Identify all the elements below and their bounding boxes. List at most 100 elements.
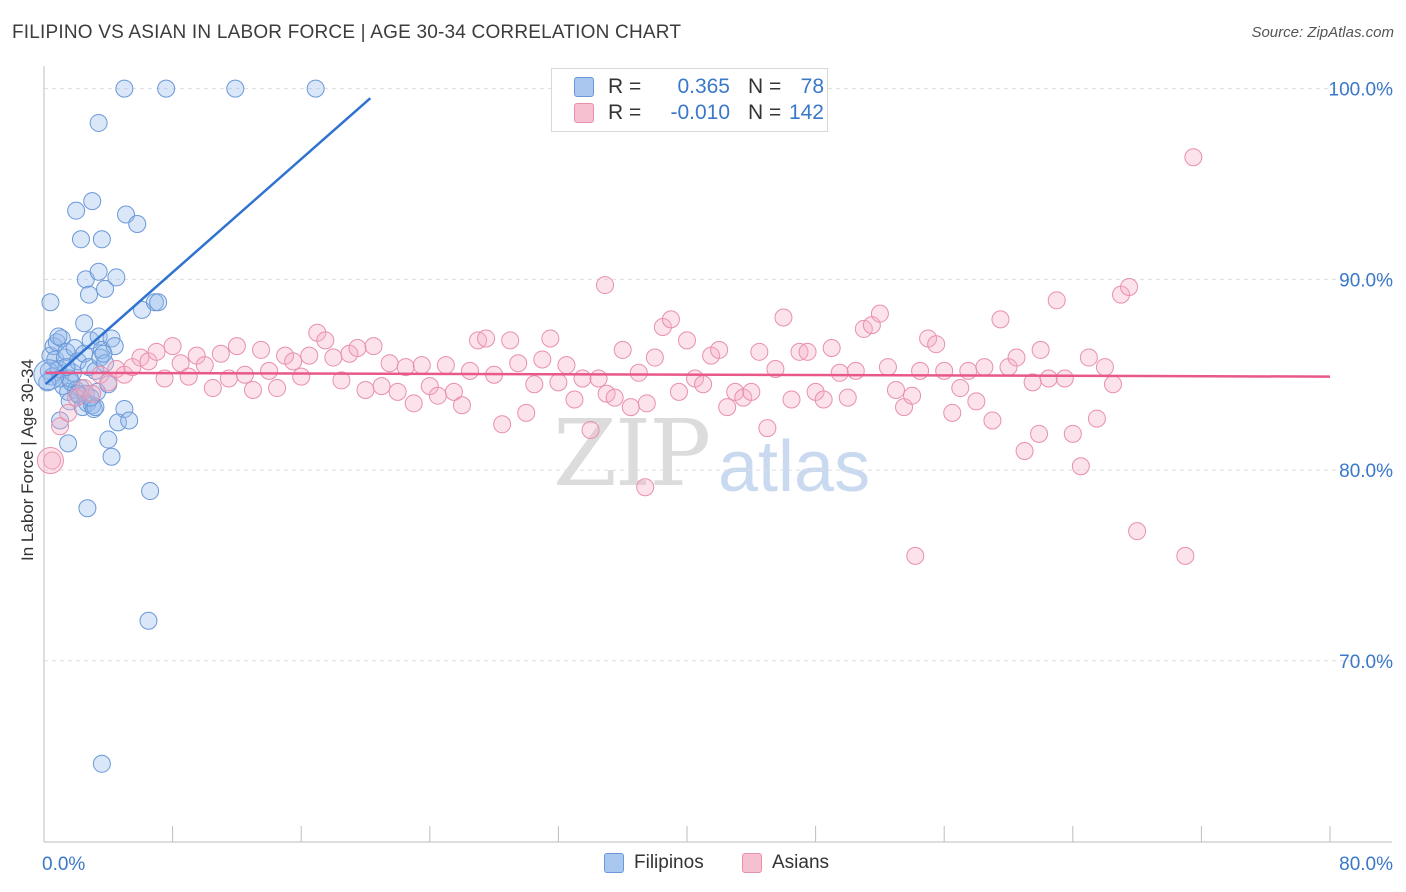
filipinos-point: [86, 398, 105, 417]
asians-point: [637, 394, 656, 413]
legend-r-label: R =: [608, 75, 642, 98]
asians-point: [903, 386, 922, 405]
asians-point: [533, 350, 552, 369]
filipinos-point: [92, 230, 111, 249]
filipinos-point: [65, 339, 84, 358]
asians-point: [870, 304, 889, 323]
asians-point: [605, 388, 624, 407]
asians-point: [951, 379, 970, 398]
y-tick-label: 80.0%: [1339, 461, 1393, 482]
asians-point: [1055, 369, 1074, 388]
asians-point: [669, 382, 688, 401]
asians-point: [356, 380, 375, 399]
asians-trend-line: [45, 371, 1331, 378]
asians-point: [596, 276, 615, 295]
asians-point: [1176, 546, 1195, 565]
asians-point: [147, 342, 166, 361]
asians-point: [838, 388, 857, 407]
asians-point: [59, 403, 78, 422]
asians-point: [1047, 291, 1066, 310]
asians-point: [51, 417, 70, 436]
asians-point: [444, 382, 463, 401]
asians-point: [1087, 409, 1106, 428]
asians-point: [927, 335, 946, 354]
filipinos-point: [71, 230, 90, 249]
asians-point: [493, 415, 512, 434]
asians-point: [991, 310, 1010, 329]
asians-point: [710, 340, 729, 359]
asians-point: [661, 310, 680, 329]
asians-point: [906, 546, 925, 565]
legend-n-value: 78: [800, 75, 824, 98]
asians-point: [243, 380, 262, 399]
filipinos-point: [115, 400, 134, 419]
filipinos-trend-line: [44, 97, 372, 386]
legend-r-label: R =: [608, 101, 642, 124]
y-axis-label: In Labor Force | Age 30-34: [18, 359, 37, 561]
legend-n-value: 142: [788, 101, 824, 124]
asians-point: [782, 390, 801, 409]
asians-point: [750, 342, 769, 361]
asians-point: [694, 375, 713, 394]
asians-point: [1015, 442, 1034, 460]
asians-point: [541, 329, 560, 348]
asians-point: [171, 354, 190, 373]
asians-point: [452, 396, 471, 415]
legend-n-label: N =: [748, 101, 782, 124]
asians-point: [517, 403, 536, 422]
asians-point: [1039, 369, 1058, 388]
legend-n-label: N =: [748, 75, 782, 98]
asians-point: [886, 380, 905, 399]
filipinos-point: [94, 344, 113, 363]
asians-point: [766, 359, 785, 378]
asians-point: [348, 339, 367, 358]
asians-point: [822, 339, 841, 358]
legend-r-value: 0.365: [677, 75, 730, 98]
correlation-legend: R = 0.365 N = 78 R = -0.010 N = 142: [551, 68, 828, 132]
chart-title: FILIPINO VS ASIAN IN LABOR FORCE | AGE 3…: [12, 22, 682, 43]
asians-point: [235, 365, 254, 384]
asians-point: [774, 308, 793, 327]
asians-point: [43, 451, 62, 470]
y-tick-label: 90.0%: [1339, 270, 1393, 291]
legend-label-filipinos: Filipinos: [634, 852, 704, 873]
asians-point: [830, 363, 849, 382]
asians-point: [477, 329, 496, 348]
asians-point: [404, 394, 423, 413]
asians-point: [1031, 340, 1050, 359]
series-legend-asians[interactable]: Asians: [742, 852, 829, 874]
filipinos-point: [33, 359, 65, 391]
filipinos-point: [89, 113, 108, 132]
filipinos-point: [67, 201, 86, 220]
asians-point: [396, 358, 415, 377]
filipinos-point: [120, 411, 139, 430]
asians-point: [878, 358, 897, 377]
asians-point: [943, 403, 962, 422]
asians-point: [742, 382, 761, 401]
asians-point: [1063, 424, 1082, 443]
filipinos-point: [115, 79, 134, 98]
legend-swatch-filipinos: [604, 853, 624, 873]
filipinos-point: [157, 79, 176, 98]
asians-point: [316, 331, 335, 350]
series-legend-filipinos[interactable]: Filipinos: [604, 852, 704, 874]
asians-point: [1007, 348, 1026, 367]
asians-point: [388, 382, 407, 401]
filipinos-point: [139, 611, 158, 630]
filipinos-point: [107, 268, 126, 287]
asians-point: [1071, 457, 1090, 476]
filipinos-point: [128, 215, 147, 234]
watermark-zip: ZIP: [553, 400, 711, 507]
asians-point: [211, 344, 230, 363]
filipinos-point: [60, 369, 79, 388]
asians-point: [613, 340, 632, 359]
asians-point: [1030, 424, 1049, 443]
asians-point: [678, 331, 696, 350]
asians-point: [36, 447, 64, 475]
legend-row-asians: R = -0.010 N = 142: [574, 101, 824, 125]
asians-point: [380, 354, 399, 373]
asians-point: [589, 369, 608, 388]
asians-point: [509, 354, 528, 373]
filipinos-point: [75, 314, 94, 333]
filipinos-point: [306, 79, 325, 98]
